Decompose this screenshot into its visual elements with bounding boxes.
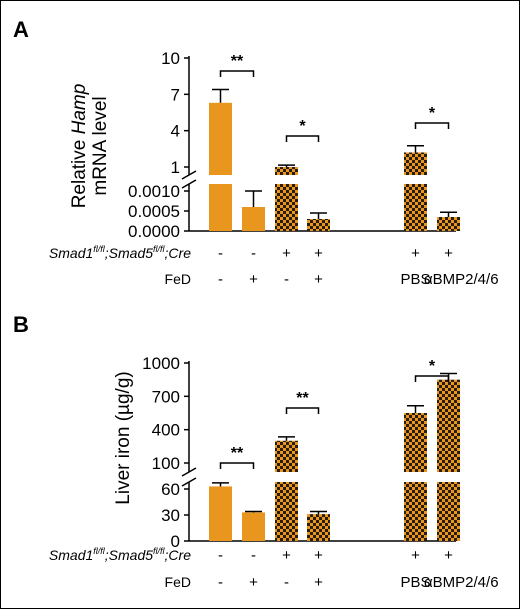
panel-a-fed-sign: - — [284, 271, 289, 288]
panel-b-significance-bracket — [219, 462, 255, 469]
panel-b-genotype-sign: + — [314, 547, 323, 564]
panel-b-significance-bracket — [414, 375, 450, 382]
panel-b-bar-lower — [275, 482, 298, 541]
panel-a-significance-label: * — [429, 105, 436, 122]
panel-b-genotype-sign: - — [251, 547, 256, 564]
panel-a-genotype-sign: + — [314, 245, 323, 262]
panel-a-bar — [275, 167, 298, 175]
panel-a-letter: A — [13, 17, 29, 42]
panel-b-bar — [275, 440, 298, 472]
panel-a-y-tick-label: 10 — [161, 49, 180, 68]
panel-a-bar — [307, 219, 330, 231]
panel-a-bar-lower — [275, 184, 298, 231]
panel-b-y-tick-label: 30 — [161, 506, 180, 525]
panel-b-bar — [242, 512, 265, 541]
panel-b-bar — [437, 379, 460, 472]
panel-b-y-tick-label: 60 — [161, 480, 180, 499]
panel-b-bar — [209, 486, 232, 541]
panel-a-fed-sign: + — [314, 271, 323, 288]
panel-b-bar-lower — [404, 482, 427, 541]
panel-a-bar — [242, 207, 265, 231]
panel-b-y-tick-label: 700 — [152, 387, 180, 406]
panel-b-fed-sign: - — [218, 574, 223, 591]
panel-b-bar-lower — [437, 482, 460, 541]
panel-a-bar-lower — [209, 184, 232, 231]
panel-a-significance-label: * — [299, 118, 306, 135]
panel-b-treatment-label: αBMP2/4/6 — [424, 574, 499, 591]
panel-b-bar — [307, 514, 330, 541]
panel-a-genotype-sign: - — [218, 245, 223, 262]
panel-a-y-tick-label: 0.0005 — [128, 202, 180, 221]
panel-a-genotype-sign: - — [251, 245, 256, 262]
panel-b-fed-label: FeD — [165, 574, 191, 590]
panel-a-significance-label: ** — [231, 53, 244, 70]
panel-a-genotype-sign: + — [411, 245, 420, 262]
panel-b-genotype-label: Smad1fl/fl;Smad5fl/fl;Cre — [49, 546, 191, 563]
panel-b-y-tick-label: 1000 — [142, 354, 180, 373]
panel-b-letter: B — [13, 312, 29, 337]
panel-a-fed-label: FeD — [165, 271, 191, 287]
panel-b-bar — [404, 413, 427, 472]
panel-b-ylabel: Liver iron (µg/g) — [113, 371, 134, 504]
panel-a-y-tick-label: 0.0000 — [128, 222, 180, 241]
panel-a-ylabel: Relative Hamp — [69, 84, 90, 209]
panel-a-genotype-sign: + — [444, 245, 453, 262]
panel-a-bar — [209, 102, 232, 175]
panel-b-fed-sign: + — [249, 574, 258, 591]
panel-b-axis-break-mark — [181, 467, 197, 477]
panel-a-ylabel-line2: mRNA level — [90, 96, 111, 195]
panel-b-y-tick-label: 0 — [171, 532, 180, 551]
panel-b-significance-label: * — [429, 358, 436, 375]
panel-b-genotype-sign: + — [444, 547, 453, 564]
panel-a-genotype-label: Smad1fl/fl;Smad5fl/fl;Cre — [49, 244, 191, 261]
panel-b-treatment-label: PBS — [400, 574, 430, 591]
panel-a-treatment-label: αBMP2/4/6 — [424, 271, 499, 288]
panel-b-fed-sign: + — [314, 574, 323, 591]
panel-b-genotype-sign: + — [282, 547, 291, 564]
panel-b-significance-bracket — [285, 407, 320, 414]
panel-a-axis-break-mark — [181, 170, 197, 180]
panel-a-y-tick-label: 1 — [171, 158, 180, 177]
panel-b-fed-sign: - — [284, 574, 289, 591]
panel-b-y-tick-label: 100 — [152, 454, 180, 473]
panel-b-significance-label: ** — [296, 390, 309, 407]
panel-a-y-tick-label: 0.0010 — [128, 182, 180, 201]
panel-a-y-tick-label: 4 — [171, 122, 180, 141]
panel-a-significance-bracket — [219, 70, 255, 77]
panel-a-genotype-sign: + — [282, 245, 291, 262]
panel-b-axis-break-mark — [181, 477, 197, 487]
panel-a-bar — [437, 217, 460, 231]
panel-a-bar — [404, 152, 427, 175]
panel-a-significance-bracket — [285, 135, 320, 142]
panel-b-genotype-sign: - — [218, 547, 223, 564]
panel-a-fed-sign: + — [249, 271, 258, 288]
panel-a-y-tick-label: 7 — [171, 85, 180, 104]
panel-b-genotype-sign: + — [411, 547, 420, 564]
panel-b-significance-label: ** — [231, 445, 244, 462]
panel-a-fed-sign: - — [218, 271, 223, 288]
panel-a-significance-bracket — [414, 122, 450, 129]
panel-a-treatment-label: PBS — [400, 271, 430, 288]
panel-a-axis-break-mark — [181, 179, 197, 189]
panel-b-y-tick-label: 400 — [152, 421, 180, 440]
panel-a-bar-lower — [404, 184, 427, 231]
